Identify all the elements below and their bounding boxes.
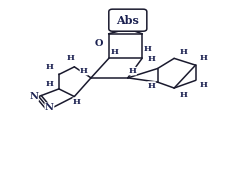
Text: H: H [129, 67, 136, 75]
Text: N: N [30, 92, 38, 101]
Text: H: H [80, 67, 88, 75]
Text: H: H [180, 91, 188, 99]
Text: H: H [67, 54, 75, 62]
Text: Abs: Abs [116, 15, 139, 26]
Text: H: H [200, 81, 208, 89]
Text: H: H [45, 63, 53, 71]
Text: H: H [180, 48, 188, 56]
Text: H: H [110, 48, 118, 56]
Text: H: H [148, 55, 156, 63]
Text: H: H [144, 45, 152, 53]
Text: H: H [45, 80, 53, 88]
Text: H: H [73, 98, 81, 106]
Text: N: N [45, 103, 54, 112]
FancyBboxPatch shape [109, 9, 147, 31]
Text: H: H [148, 82, 156, 89]
Text: H: H [200, 54, 208, 62]
Text: O: O [95, 40, 103, 48]
